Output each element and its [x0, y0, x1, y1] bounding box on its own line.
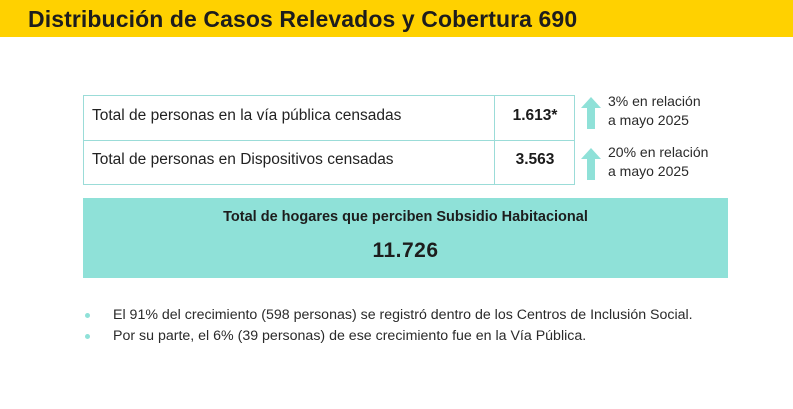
row-label: Total de personas en Dispositivos censad… [92, 151, 394, 168]
change-text: 20% en relación a mayo 2025 [608, 143, 708, 181]
row-label: Total de personas en la vía pública cens… [92, 107, 402, 124]
arrow-up-icon [581, 97, 601, 129]
change-text-line: a mayo 2025 [608, 163, 689, 179]
title-bar: Distribución de Casos Relevados y Cobert… [0, 0, 793, 37]
list-item: El 91% del crecimiento (598 personas) se… [85, 305, 693, 326]
change-text-line: 3% en relación [608, 93, 701, 109]
housing-subsidy-panel: Total de hogares que perciben Subsidio H… [83, 198, 728, 278]
change-indicator-public-space: 3% en relación a mayo 2025 [581, 92, 741, 137]
housing-subsidy-value: 11.726 [372, 239, 439, 262]
bullet-icon [85, 313, 90, 318]
housing-subsidy-label: Total de hogares que perciben Subsidio H… [223, 209, 588, 225]
change-text-line: 20% en relación [608, 144, 709, 160]
change-text: 3% en relación a mayo 2025 [608, 92, 701, 130]
table-row-public-space: Total de personas en la vía pública cens… [84, 96, 574, 141]
change-indicator-devices: 20% en relación a mayo 2025 [581, 143, 741, 188]
table-row-devices: Total de personas en Dispositivos censad… [84, 140, 574, 185]
row-value: 1.613* [512, 107, 558, 124]
note-text: El 91% del crecimiento (598 personas) se… [113, 307, 693, 323]
census-table: Total de personas en la vía pública cens… [83, 95, 575, 185]
page-title: Distribución de Casos Relevados y Cobert… [28, 6, 578, 32]
column-divider [494, 96, 495, 140]
arrow-up-icon [581, 148, 601, 180]
list-item: Por su parte, el 6% (39 personas) de ese… [85, 326, 693, 347]
notes-list: El 91% del crecimiento (598 personas) se… [85, 305, 693, 347]
row-value: 3.563 [515, 151, 555, 168]
change-text-line: a mayo 2025 [608, 112, 689, 128]
note-text: Por su parte, el 6% (39 personas) de ese… [113, 328, 587, 344]
column-divider [494, 140, 495, 185]
bullet-icon [85, 334, 90, 339]
